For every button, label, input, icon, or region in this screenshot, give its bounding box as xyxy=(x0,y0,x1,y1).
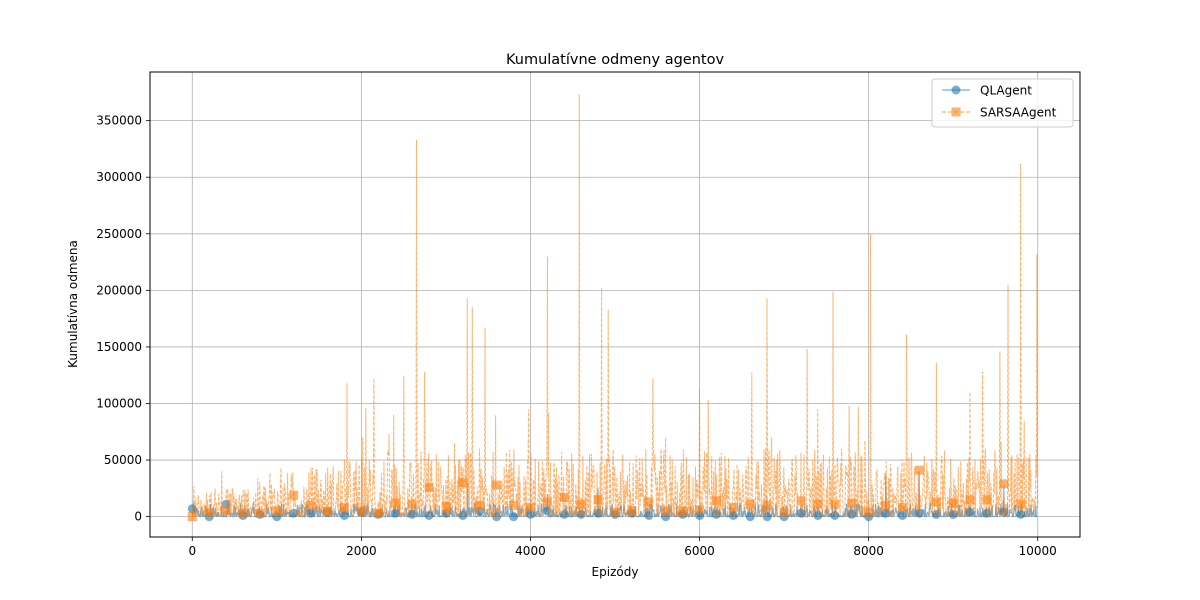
data-point-sarsaagent xyxy=(830,499,840,509)
data-point-qlagent xyxy=(458,511,468,521)
data-point-sarsaagent xyxy=(965,495,975,505)
data-point-sarsaagent xyxy=(187,512,197,522)
data-point-sarsaagent xyxy=(813,499,823,509)
data-point-sarsaagent xyxy=(424,482,434,492)
data-point-sarsaagent xyxy=(762,500,772,510)
data-point-sarsaagent xyxy=(576,499,586,509)
data-point-qlagent xyxy=(897,511,907,521)
chart-title: Kumulatívne odmeny agentov xyxy=(506,52,724,68)
data-point-sarsaagent xyxy=(695,505,705,515)
data-point-sarsaagent xyxy=(475,500,485,510)
data-point-sarsaagent xyxy=(204,507,214,517)
data-point-sarsaagent xyxy=(711,496,721,506)
data-point-sarsaagent xyxy=(390,498,400,508)
x-tick-label: 2000 xyxy=(346,544,377,558)
data-point-sarsaagent xyxy=(779,507,789,517)
x-axis-label: Epizódy xyxy=(592,565,639,579)
data-point-sarsaagent xyxy=(458,478,468,488)
legend-marker-qlagent xyxy=(951,85,961,95)
data-point-sarsaagent xyxy=(492,480,502,490)
data-point-sarsaagent xyxy=(661,506,671,516)
data-point-sarsaagent xyxy=(306,500,316,510)
data-point-sarsaagent xyxy=(914,465,924,475)
y-tick-label: 350000 xyxy=(96,114,142,128)
plot-area xyxy=(187,94,1038,522)
data-point-sarsaagent xyxy=(441,501,451,511)
data-point-sarsaagent xyxy=(627,506,637,516)
grid xyxy=(150,72,1080,537)
legend-box xyxy=(931,78,1074,128)
x-tick-label: 4000 xyxy=(515,544,546,558)
legend-item-qlagent: QLAgent xyxy=(942,84,1032,98)
data-point-sarsaagent xyxy=(1016,499,1026,509)
data-point-sarsaagent xyxy=(999,479,1009,489)
data-point-sarsaagent xyxy=(356,506,366,516)
data-point-sarsaagent xyxy=(289,490,299,500)
data-point-qlagent xyxy=(509,512,519,522)
data-point-sarsaagent xyxy=(678,506,688,516)
data-point-sarsaagent xyxy=(339,503,349,513)
x-tick-label: 8000 xyxy=(853,544,884,558)
data-point-sarsaagent xyxy=(796,496,806,506)
y-tick-label: 250000 xyxy=(96,227,142,241)
data-point-sarsaagent xyxy=(610,507,620,517)
y-axis-label: Kumulatívna odmena xyxy=(66,240,80,368)
y-tick-label: 300000 xyxy=(96,170,142,184)
data-point-qlagent xyxy=(813,511,823,521)
data-point-sarsaagent xyxy=(238,508,248,518)
data-point-sarsaagent xyxy=(644,497,654,507)
data-point-sarsaagent xyxy=(897,503,907,513)
data-point-sarsaagent xyxy=(255,508,265,518)
data-point-sarsaagent xyxy=(407,499,417,509)
series-line-sarsaagent xyxy=(191,94,1038,519)
y-axis: 0 50000 100000 150000 200000 250000 300000 3500… xyxy=(96,114,150,524)
data-point-sarsaagent xyxy=(847,498,857,508)
series-sarsaagent xyxy=(187,94,1038,522)
series-layer xyxy=(187,94,1038,522)
data-point-sarsaagent xyxy=(542,497,552,507)
data-point-sarsaagent xyxy=(728,503,738,513)
legend: QLAgent SARSAAgent xyxy=(931,78,1074,128)
data-point-qlagent xyxy=(1016,509,1026,519)
legend-item-sarsaagent: SARSAAgent xyxy=(942,106,1057,120)
y-tick-label: 200000 xyxy=(96,283,142,297)
y-tick-label: 50000 xyxy=(104,453,142,467)
data-point-sarsaagent xyxy=(745,499,755,509)
y-tick-label: 0 xyxy=(134,510,142,524)
data-point-sarsaagent xyxy=(509,500,519,510)
data-point-qlagent xyxy=(525,509,535,519)
y-tick-label: 150000 xyxy=(96,340,142,354)
data-point-qlagent xyxy=(948,509,958,519)
legend-marker-sarsaagent xyxy=(951,107,961,117)
data-point-sarsaagent xyxy=(593,495,603,505)
y-tick-label: 100000 xyxy=(96,396,142,410)
axes-frame xyxy=(149,71,1081,538)
data-point-sarsaagent xyxy=(525,503,535,513)
data-point-sarsaagent xyxy=(323,506,333,516)
data-point-sarsaagent xyxy=(881,500,891,510)
data-point-sarsaagent xyxy=(272,506,282,516)
data-point-sarsaagent xyxy=(982,495,992,505)
data-point-sarsaagent xyxy=(373,508,383,518)
x-tick-label: 6000 xyxy=(684,544,715,558)
data-point-qlagent xyxy=(221,499,231,509)
data-point-sarsaagent xyxy=(931,497,941,507)
data-point-sarsaagent xyxy=(221,506,231,516)
data-point-qlagent xyxy=(830,511,840,521)
legend-label-qlagent: QLAgent xyxy=(980,84,1032,98)
x-axis: 0 2000 4000 6000 8000 10000 xyxy=(188,537,1057,558)
x-tick-label: 0 xyxy=(188,544,196,558)
legend-label-sarsaagent: SARSAAgent xyxy=(980,106,1057,120)
data-point-sarsaagent xyxy=(948,498,958,508)
data-point-qlagent xyxy=(711,509,721,519)
x-tick-label: 10000 xyxy=(1019,544,1057,558)
data-point-sarsaagent xyxy=(559,492,569,502)
data-point-sarsaagent xyxy=(864,507,874,517)
